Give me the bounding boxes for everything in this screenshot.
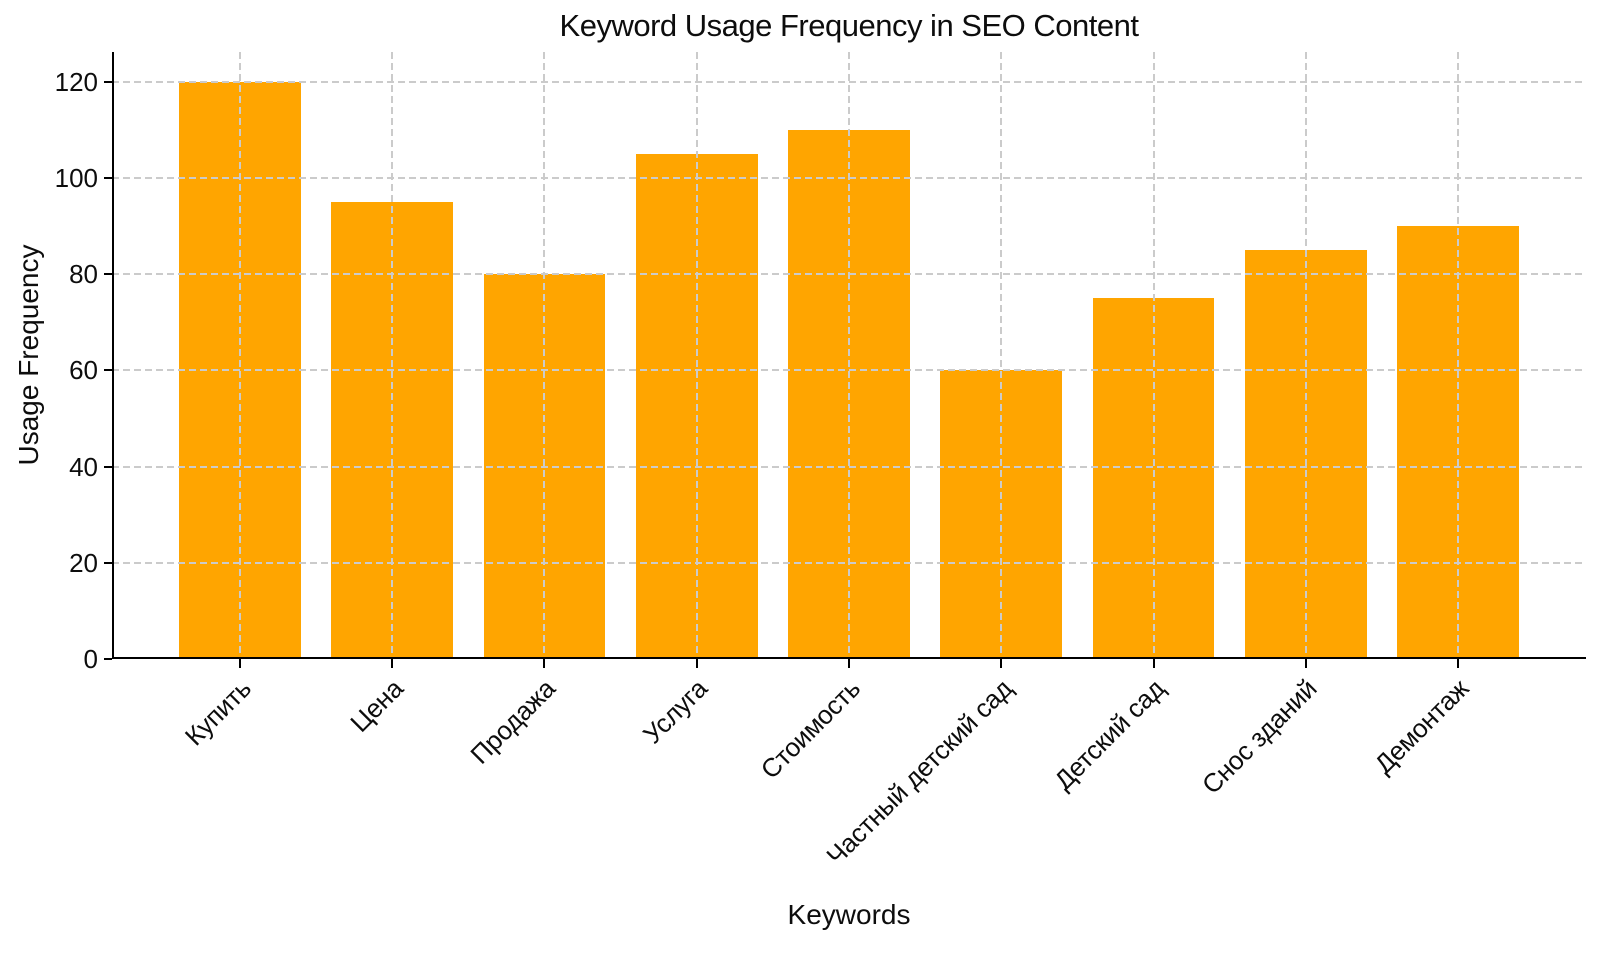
gridline-y (112, 561, 1586, 564)
gridline-y (112, 80, 1586, 83)
x-tick-mark (1000, 659, 1003, 668)
x-tick-label-0: Купить (178, 673, 257, 752)
x-tick-label-1: Цена (344, 673, 409, 738)
x-tick-mark (1457, 659, 1460, 668)
y-tick-mark (104, 465, 112, 468)
x-axis-label: Keywords (787, 899, 911, 930)
gridline-x (543, 52, 546, 659)
gridline-y (112, 369, 1586, 372)
y-tick-label: 40 (69, 451, 98, 482)
x-tick-mark (391, 659, 394, 668)
y-tick-mark (104, 561, 112, 564)
x-tick-mark (1152, 659, 1155, 668)
gridline-x (848, 52, 850, 659)
x-tick-label-8: Демонтаж (1368, 673, 1475, 780)
x-tick-label-3: Услуга (637, 673, 714, 750)
y-tick-label: 80 (69, 259, 98, 290)
gridline-y (112, 273, 1586, 276)
y-tick-label: 60 (69, 355, 98, 386)
y-tick-label: 20 (69, 547, 98, 578)
y-tick-mark (104, 273, 112, 276)
gridline-x (1000, 52, 1003, 659)
gridline-x (1152, 52, 1155, 659)
x-tick-label-6: Детский сад (1047, 673, 1171, 796)
y-axis-label: Usage Frequency (13, 244, 44, 466)
gridline-x (1304, 52, 1307, 659)
y-tick-label: 100 (54, 163, 98, 194)
x-tick-label-7: Снос зданий (1195, 673, 1323, 800)
y-tick-mark (104, 369, 112, 372)
x-tick-mark (695, 659, 698, 668)
x-tick-mark (543, 659, 546, 668)
gridline-y (112, 465, 1586, 468)
x-tick-mark (238, 659, 241, 668)
y-tick-mark (104, 658, 112, 660)
y-tick-label: 0 (83, 644, 98, 674)
y-tick-label: 120 (54, 66, 98, 97)
chart-title: Keyword Usage Frequency in SEO Content (559, 8, 1139, 43)
gridline-x (238, 52, 241, 659)
y-tick-mark (104, 80, 112, 83)
gridline-x (695, 52, 698, 659)
y-tick-mark (104, 177, 112, 180)
gridline-x (391, 52, 394, 659)
x-tick-mark (848, 659, 850, 668)
gridline-x (1457, 52, 1460, 659)
x-tick-mark (1304, 659, 1307, 668)
gridline-y (112, 177, 1586, 180)
x-tick-label-4: Стоимость (754, 673, 866, 785)
x-tick-label-2: Продажа (464, 673, 561, 770)
